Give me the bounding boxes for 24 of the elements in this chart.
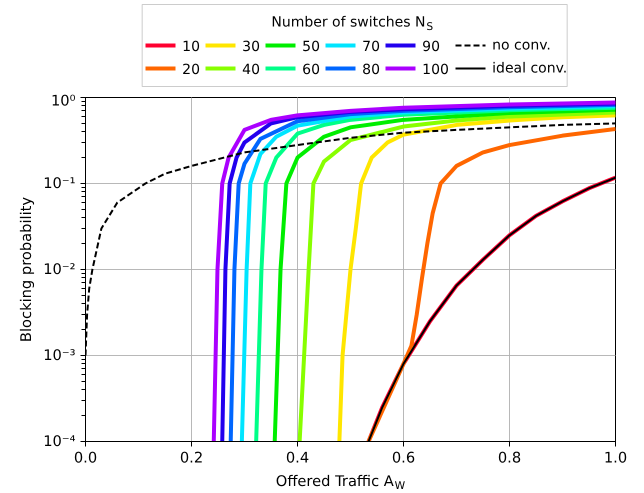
legend-label: 70 [362, 39, 380, 55]
legend-label: 40 [242, 62, 260, 78]
x-tick-label: 0.8 [498, 450, 522, 466]
x-tick-label: 0.6 [392, 450, 416, 466]
legend-label: 90 [422, 39, 440, 55]
x-tick-label: 1.0 [604, 450, 628, 466]
y-tick-label: 10⁰ [50, 92, 76, 110]
x-tick-label: 0.4 [286, 450, 310, 466]
legend-label: 80 [362, 62, 380, 78]
x-tick-label: 0.0 [74, 450, 98, 466]
legend-label: 60 [302, 62, 320, 78]
legend-label: no conv. [492, 38, 551, 54]
x-tick-label: 0.2 [180, 450, 204, 466]
legend-label: 50 [302, 39, 320, 55]
legend-label: 20 [182, 62, 200, 78]
legend-label: 10 [182, 39, 200, 55]
y-axis-title: Blocking probability [18, 196, 36, 342]
y-tick-label: 10⁻¹ [43, 175, 76, 192]
y-tick-label: 10⁻³ [43, 347, 76, 364]
legend-label: 30 [242, 39, 260, 55]
legend-label: 100 [422, 62, 449, 78]
y-tick-label: 10⁻⁴ [43, 433, 76, 450]
y-tick-label: 10⁻² [43, 261, 76, 278]
legend-label: ideal conv. [492, 60, 568, 76]
